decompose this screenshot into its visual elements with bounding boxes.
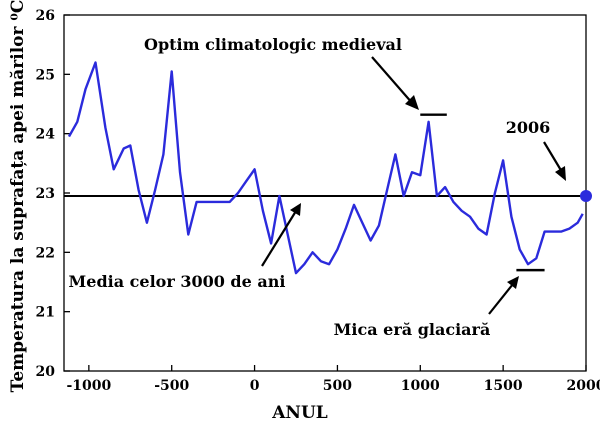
y-axis-title: Temperatura la suprafața apei mărilor ⁰C [8, 0, 28, 392]
x-tick-label: -1000 [66, 378, 111, 394]
temperature-series-line [69, 63, 583, 274]
mean-line-label: Media celor 3000 de ani [69, 272, 286, 291]
x-tick-label: 500 [323, 378, 352, 394]
little-ice-age-arrow [489, 284, 513, 314]
year-2006-marker [580, 190, 592, 202]
little-ice-age-label: Mica eră glaciară [334, 320, 491, 339]
y-tick-label: 24 [36, 127, 56, 143]
y-tick-label: 23 [36, 186, 55, 202]
x-tick-label: 1000 [401, 378, 440, 394]
y-tick-label: 20 [36, 364, 56, 380]
x-tick-label: 1500 [484, 378, 523, 394]
y-tick-label: 21 [36, 305, 55, 321]
mean-line-arrow-head [290, 203, 301, 216]
x-axis-title: ANUL [271, 403, 328, 423]
y-tick-label: 26 [36, 8, 55, 24]
x-tick-label: 0 [250, 378, 260, 394]
marker-2006-label: 2006 [506, 118, 551, 137]
little-ice-age-arrow-head [507, 276, 519, 289]
y-tick-label: 25 [36, 67, 55, 83]
x-tick-label: -500 [154, 378, 189, 394]
tick-layer: -1000 -500 0 500 1000 1500 2000 20 21 22 23 24 25 26 [36, 8, 600, 394]
medieval-arrow [372, 57, 413, 104]
x-tick-label: 2000 [567, 378, 600, 394]
y-tick-label: 22 [36, 245, 55, 261]
mean-line-arrow [262, 211, 296, 266]
marker-2006-arrow [544, 142, 562, 172]
medieval-optimum-label: Optim climatologic medieval [144, 35, 402, 54]
